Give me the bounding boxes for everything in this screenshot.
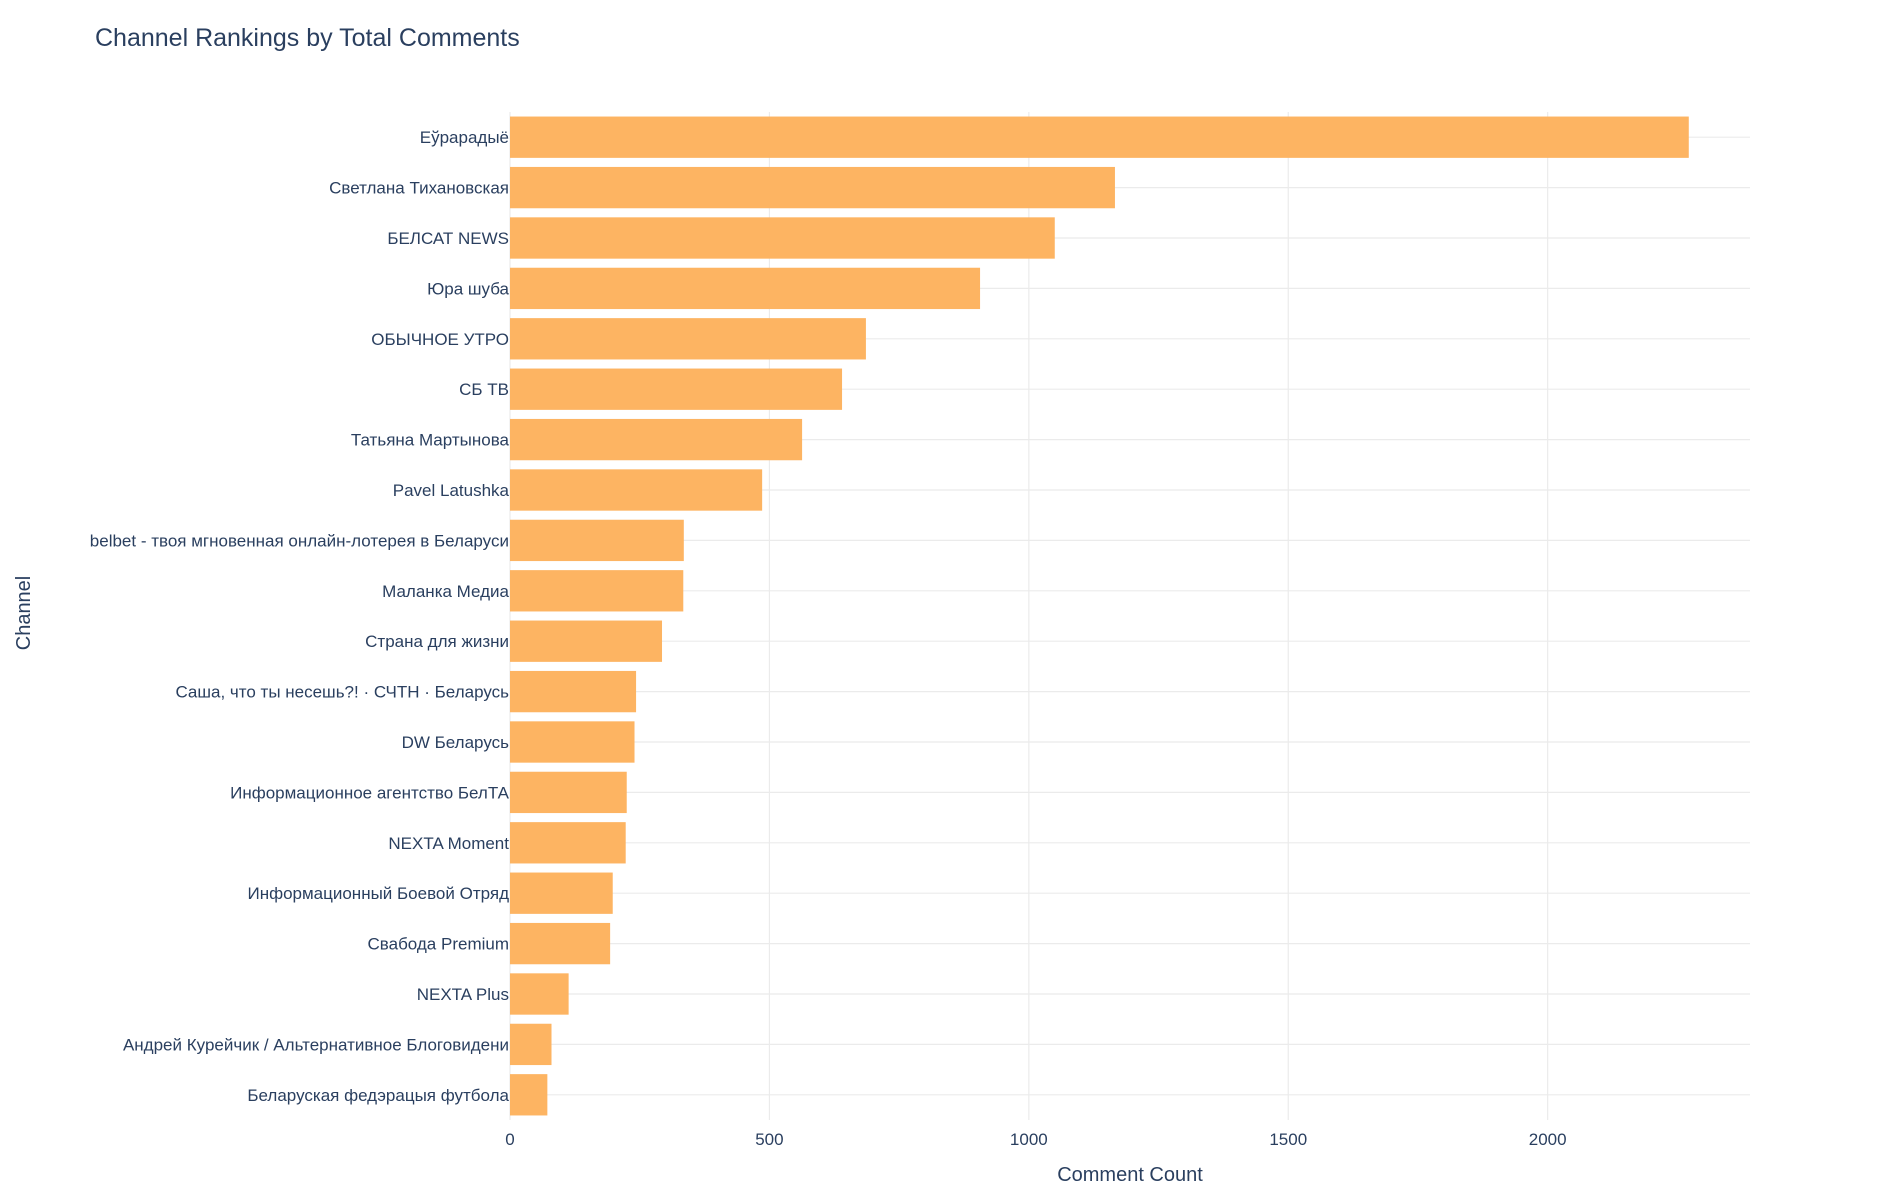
bar	[510, 721, 635, 763]
bar	[510, 267, 981, 310]
bar	[510, 519, 684, 562]
bar	[510, 116, 1689, 158]
y-tick-label: Юра шуба	[427, 279, 509, 298]
x-tick-label: 0	[505, 1130, 514, 1149]
x-tick-labels: 0 500 1000 1500 2000	[505, 1130, 1566, 1149]
y-tick-label: Страна для жизни	[365, 632, 509, 651]
chart-title: Channel Rankings by Total Comments	[95, 24, 520, 52]
y-tick-label: Беларуская федэрацыя футбола	[247, 1086, 509, 1105]
y-tick-label: Информационное агентство БелТА	[230, 783, 510, 802]
bar	[510, 469, 763, 511]
y-tick-label: NEXTA Plus	[417, 985, 509, 1004]
y-tick-label: СБ ТВ	[459, 380, 509, 399]
y-tick-label: Информационный Боевой Отряд	[247, 884, 509, 903]
bar	[510, 670, 637, 713]
bar	[510, 418, 803, 461]
bar	[510, 570, 684, 612]
x-tick-label: 1500	[1269, 1130, 1307, 1149]
bar	[510, 620, 663, 662]
x-tick-label: 500	[755, 1130, 783, 1149]
bar	[510, 318, 866, 360]
y-axis-title: Channel	[13, 576, 35, 651]
bars	[510, 116, 1689, 1116]
y-tick-label: ОБЫЧНОЕ УТРО	[371, 330, 509, 349]
y-tick-label: belbet - твоя мгновенная онлайн-лотерея …	[90, 531, 509, 550]
y-tick-label: Татьяна Мартынова	[351, 431, 510, 450]
bar	[510, 1023, 552, 1066]
y-tick-label: БЕЛСАТ NEWS	[387, 229, 509, 248]
bar	[510, 973, 569, 1015]
y-tick-label: Саша, что ты несешь?! · СЧТН · Беларусь	[175, 683, 509, 702]
y-tick-labels: Еўрарадыё Светлана Тихановская БЕЛСАТ NEWS…	[90, 128, 510, 1105]
bar	[510, 217, 1055, 259]
y-tick-label: Маланка Медиа	[382, 582, 509, 601]
y-tick-label: NEXTA Moment	[388, 834, 509, 853]
y-tick-label: Свабода Premium	[368, 935, 510, 954]
x-axis-title: Comment Count	[1057, 1164, 1203, 1186]
bar	[510, 822, 626, 864]
x-tick-label: 1000	[1010, 1130, 1048, 1149]
bar	[510, 368, 843, 410]
bar	[510, 872, 613, 914]
y-tick-label: Андрей Курейчик / Альтернативное Блогови…	[123, 1035, 509, 1054]
bar	[510, 771, 627, 814]
bar	[510, 1074, 548, 1116]
x-tick-label: 2000	[1529, 1130, 1567, 1149]
y-tick-label: Еўрарадыё	[420, 128, 509, 147]
y-tick-label: DW Беларусь	[402, 733, 510, 752]
bar	[510, 922, 611, 965]
y-tick-label: Pavel Latushka	[393, 481, 510, 500]
bar	[510, 166, 1115, 209]
y-tick-label: Светлана Тихановская	[329, 179, 509, 198]
